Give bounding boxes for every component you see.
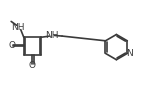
Text: O: O [8, 41, 15, 50]
Text: NH: NH [12, 23, 25, 32]
Text: O: O [29, 61, 36, 70]
Text: NH: NH [45, 31, 59, 40]
Text: N: N [126, 49, 133, 58]
